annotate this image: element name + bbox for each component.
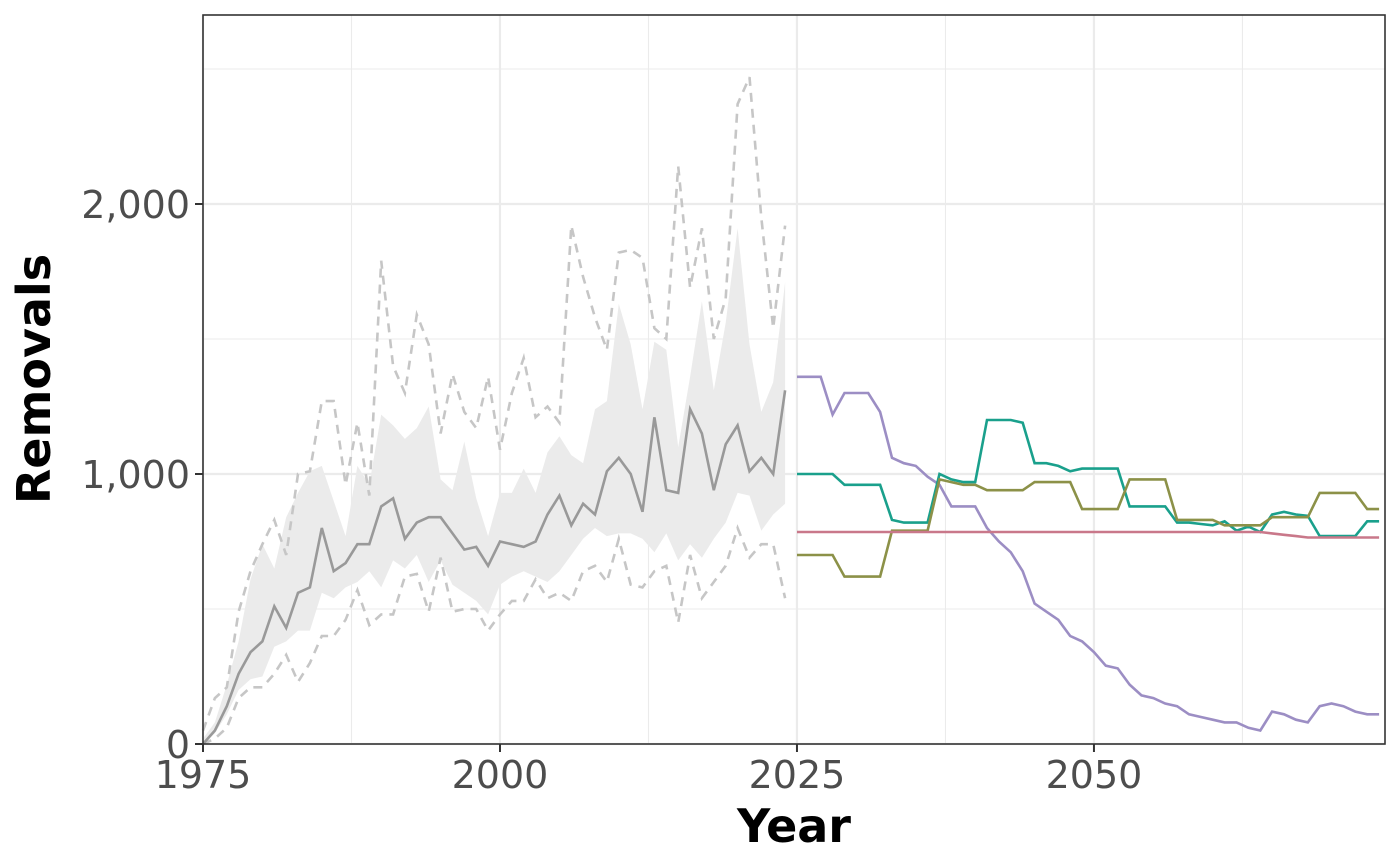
x-tick-label: 1975 — [155, 753, 252, 797]
x-axis-title: Year — [736, 799, 851, 853]
quantile-dashed-lines — [201, 76, 787, 746]
forecast-series-line-2 — [797, 418, 1380, 538]
x-tick-label: 2000 — [452, 753, 549, 797]
lower-quantile-line — [202, 524, 787, 746]
plot-panel-background — [203, 15, 1385, 744]
median-line — [202, 390, 787, 745]
historical-band-area — [203, 228, 786, 745]
plot-panel-border — [202, 14, 1386, 745]
x-axis-ticks: 1975 2000 2025 2050 — [155, 744, 1143, 797]
uncertainty-band — [203, 228, 786, 745]
minor-grid — [203, 15, 1385, 744]
y-tick-label: 1,000 — [81, 453, 190, 497]
forecast-series — [797, 375, 1380, 732]
y-axis-title: Removals — [7, 254, 61, 504]
forecast-series-line-4 — [797, 530, 1380, 539]
upper-quantile-line — [201, 76, 787, 731]
y-axis-ticks: 0 1,000 2,000 — [81, 183, 203, 767]
x-tick-label: 2025 — [749, 753, 846, 797]
historical-median-line — [202, 390, 787, 745]
x-tick-label: 2050 — [1046, 753, 1143, 797]
y-tick-label: 0 — [166, 723, 190, 767]
y-tick-label: 2,000 — [81, 183, 190, 227]
forecast-series-line-1 — [797, 375, 1380, 732]
